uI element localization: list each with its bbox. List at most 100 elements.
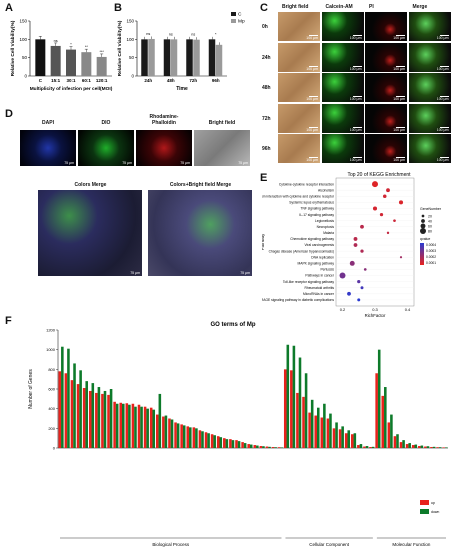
c-micrograph: 100 μm [278, 42, 320, 72]
e-dot [363, 268, 367, 271]
scale-label: 100 μm [349, 127, 362, 132]
b-legend-swatch [231, 19, 236, 23]
scale-label: 100 μm [349, 97, 362, 101]
f-ytick-label: 800 [48, 367, 55, 372]
f-bar-up [320, 417, 324, 448]
f-bar-up [149, 407, 153, 448]
f-bar-down [310, 399, 314, 448]
scale-bar [309, 126, 318, 128]
scale-bar [396, 65, 405, 67]
c-micrograph: 100 μm [278, 73, 320, 102]
e-legend-count-label: 20 [428, 215, 432, 219]
panel-b-chart: 150 100 50 0 Relative Cell Viability(%) ns 24h… [117, 12, 245, 93]
e-dot [379, 212, 384, 217]
e-pathway-label: Alcoholism [318, 188, 334, 192]
scale-bar [439, 35, 449, 36]
scale-label: 75 μm [64, 161, 74, 165]
f-bar-down [67, 348, 70, 448]
scale-bar [352, 65, 362, 67]
f-bar-up [290, 370, 293, 448]
b-bar [170, 39, 178, 76]
f-bar-up [95, 392, 98, 448]
f-bar-down [121, 403, 125, 448]
f-bar-down [61, 346, 64, 448]
e-xtick-label: 0.3 [372, 307, 378, 312]
f-bar-down [164, 415, 168, 448]
f-bar-down [304, 373, 308, 448]
f-bar-up [174, 422, 177, 448]
f-bar-down [115, 403, 119, 448]
c-micrograph: 100 μm [278, 103, 320, 133]
b-ytick-label: 0 [131, 74, 134, 79]
f-group-label: Molecular Function [392, 542, 431, 547]
e-dot [357, 279, 361, 284]
c-micrograph: 100 μm [365, 73, 407, 102]
f-bar-up [88, 390, 92, 448]
e-dot [357, 298, 361, 302]
c-micrograph: 100 μm [408, 73, 451, 102]
e-pathway-label: Chemokine signaling pathway [290, 237, 334, 241]
b-bar [141, 39, 148, 76]
f-bar-up [216, 436, 220, 448]
f-bar-down [213, 435, 216, 448]
f-bar-up [131, 403, 135, 448]
f-bar-down [268, 446, 271, 448]
e-plot-frame [335, 177, 415, 307]
e-dot [372, 206, 378, 211]
f-ytick-label: 200 [48, 426, 55, 431]
panel-e-label: E [260, 172, 268, 184]
c-row-label: 72h [262, 115, 271, 122]
scale-label: 100 μm [349, 158, 362, 162]
c-column-header: Bright field [282, 4, 309, 10]
f-ytick-label: 1200 [46, 328, 56, 333]
f-bar-up [113, 401, 116, 448]
f-bar-up [265, 446, 269, 448]
e-dot [349, 260, 355, 266]
e-pathway-label: Legionellosis [315, 219, 334, 223]
e-dot [399, 256, 403, 259]
f-legend-label: down [431, 510, 439, 514]
a-bar [66, 49, 76, 76]
e-legend-count-dot [421, 214, 425, 218]
f-bar-down [73, 363, 76, 448]
scale-label: 75 μm [122, 161, 132, 165]
f-bar-down [91, 383, 95, 448]
f-bar-up [332, 428, 336, 448]
f-bar-up [198, 430, 202, 448]
f-bar-up [180, 424, 183, 448]
f-bar-down [158, 393, 162, 448]
e-dot [398, 200, 404, 205]
f-group-label: Biological Process [152, 542, 190, 547]
a-ylabel: Relative Cell Viability(%) [10, 20, 16, 76]
a-xtick-label: 60:1 [82, 78, 92, 83]
f-ytick-label: 1000 [46, 347, 56, 352]
scale-label: 100 μm [306, 158, 318, 162]
c-row-label: 96h [262, 146, 271, 153]
a-xtick-label: C [39, 78, 43, 83]
scale-label: 100 μm [436, 66, 449, 71]
e-legend-count-label: 60 [428, 225, 432, 229]
panel-d-micrographs: DAPI 75 μm DIO 75 μm Rhodamine- Phalloidin 75… [0, 112, 260, 282]
scale-bar [439, 157, 449, 158]
b-ylabel: Relative Cell Viability(%) [117, 20, 123, 76]
d-merge-micrograph: 75 μm [148, 190, 252, 276]
f-bar-down [79, 370, 82, 448]
f-bar-down [249, 444, 253, 448]
scale-bar [309, 96, 318, 97]
e-pathway-label: Pertussis [320, 268, 334, 272]
e-xlabel: RichFactor [365, 313, 386, 318]
a-xtick-label: 15:1 [51, 78, 61, 83]
f-bar-down [426, 446, 430, 448]
f-bar-down [286, 344, 290, 448]
c-row-label: 24h [262, 54, 271, 61]
f-bar-down [414, 444, 418, 448]
f-bar-down [420, 445, 424, 448]
scale-label: 75 μm [130, 271, 140, 275]
f-ytick-label: 0 [53, 446, 56, 451]
e-dot [360, 286, 364, 290]
e-dot [353, 243, 358, 247]
c-micrograph: 100 μm [278, 134, 320, 163]
f-bar-up [247, 444, 250, 448]
f-bar-up [253, 445, 257, 448]
c-micrograph: 100 μm [321, 12, 364, 41]
